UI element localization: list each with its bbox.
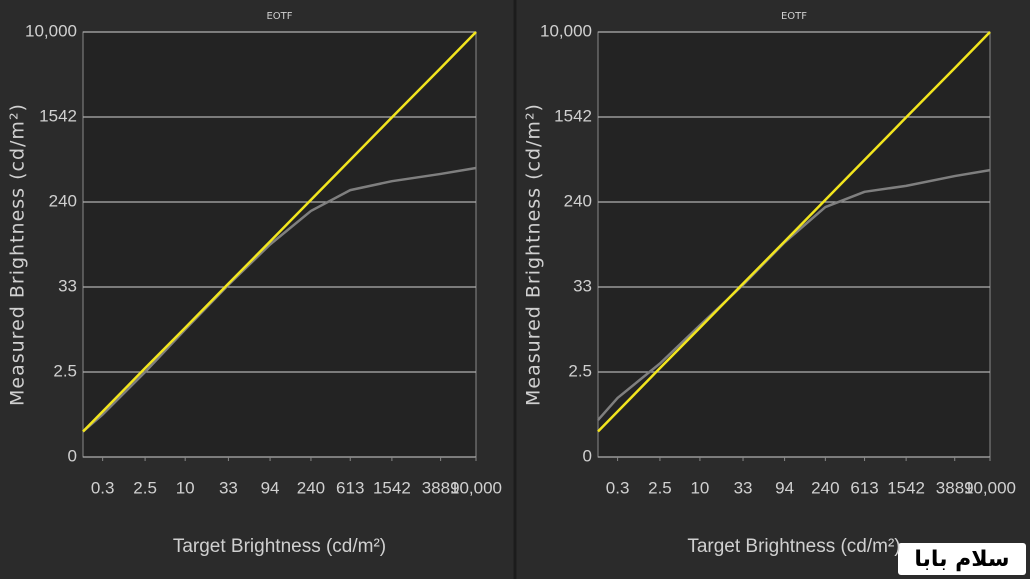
y-tick-label: 2.5 [53,361,77,380]
y-tick-label: 1542 [554,106,592,125]
y-axis-label: Measured Brightness (cd/m²) [7,103,29,406]
x-tick-label: 1542 [887,478,925,497]
x-tick-label: 10 [690,478,709,497]
y-axis-label: Measured Brightness (cd/m²) [523,103,545,406]
watermark-box [898,543,1026,575]
x-tick-label: 10,000 [450,478,502,497]
plot-area [597,31,991,458]
x-tick-label: 94 [775,478,794,497]
x-axis-label: Target Brightness (cd/m²) [687,536,900,557]
x-tick-label: 240 [811,478,839,497]
series-line [82,166,477,433]
x-tick-label: 10 [176,478,195,497]
series-line [597,31,991,433]
y-tick-label: 240 [564,191,592,210]
x-tick-label: 0.3 [91,478,115,497]
watermark: سلام بابا [914,547,1009,572]
y-tick-label: 0 [68,446,77,465]
x-tick-label: 2.5 [133,478,157,497]
chart-title: EOTF [781,11,807,22]
x-tick-label: 0.3 [606,478,630,497]
x-tick-label: 10,000 [964,478,1016,497]
x-tick-label: 94 [261,478,280,497]
x-tick-label: 240 [297,478,325,497]
x-tick-label: 613 [336,478,364,497]
y-tick-label: 2.5 [568,361,592,380]
x-axis-label: Target Brightness (cd/m²) [173,536,386,557]
x-tick-label: 3889 [936,478,974,497]
series-line [82,31,477,433]
plot-area [82,31,477,458]
x-tick-label: 1542 [373,478,411,497]
x-tick-label: 2.5 [648,478,672,497]
y-tick-label: 1542 [39,106,77,125]
y-tick-label: 33 [573,276,592,295]
y-tick-label: 10,000 [25,21,77,40]
x-tick-label: 33 [734,478,753,497]
y-tick-label: 0 [583,446,592,465]
y-tick-label: 10,000 [540,21,592,40]
x-tick-label: 613 [850,478,878,497]
x-tick-label: 3889 [422,478,460,497]
y-tick-label: 240 [49,191,77,210]
chart-title: EOTF [266,11,292,22]
x-tick-label: 33 [219,478,238,497]
y-tick-label: 33 [58,276,77,295]
